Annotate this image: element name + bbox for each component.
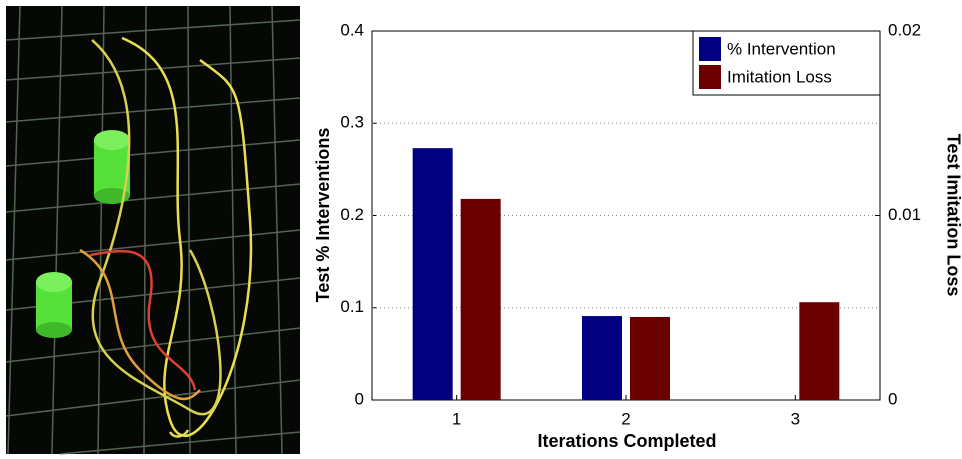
x-tick-label: 1 xyxy=(452,409,461,428)
legend-swatch xyxy=(699,37,721,61)
bar xyxy=(799,302,840,400)
y-tick-label: 0.2 xyxy=(340,205,364,224)
legend-label: Imitation Loss xyxy=(727,67,832,86)
scene-render xyxy=(5,5,301,455)
y-tick-label: 0.4 xyxy=(340,20,364,39)
y-tick-label: 0.1 xyxy=(340,297,364,316)
bar xyxy=(412,148,453,400)
bar xyxy=(460,198,501,400)
bar xyxy=(582,316,622,400)
y-axis-label: Test % Interventions xyxy=(313,128,333,303)
y2-axis-label: Test Imitation Loss xyxy=(943,134,962,297)
legend-box xyxy=(692,30,881,96)
y2-tick-label: 0 xyxy=(888,389,897,408)
legend-swatch xyxy=(699,65,721,89)
y2-tick-label: 0.02 xyxy=(888,20,921,39)
bar xyxy=(630,316,670,400)
y-tick-label: 0 xyxy=(355,389,364,408)
x-tick-label: 2 xyxy=(621,409,630,428)
legend-label: % Intervention xyxy=(727,39,836,58)
x-axis-label: Iterations Completed xyxy=(537,431,716,451)
legend: % Intervention Imitation Loss xyxy=(692,30,881,96)
y2-tick-label: 0.01 xyxy=(888,205,921,224)
x-tick-label: 3 xyxy=(791,409,800,428)
y-tick-label: 0.3 xyxy=(340,113,364,132)
